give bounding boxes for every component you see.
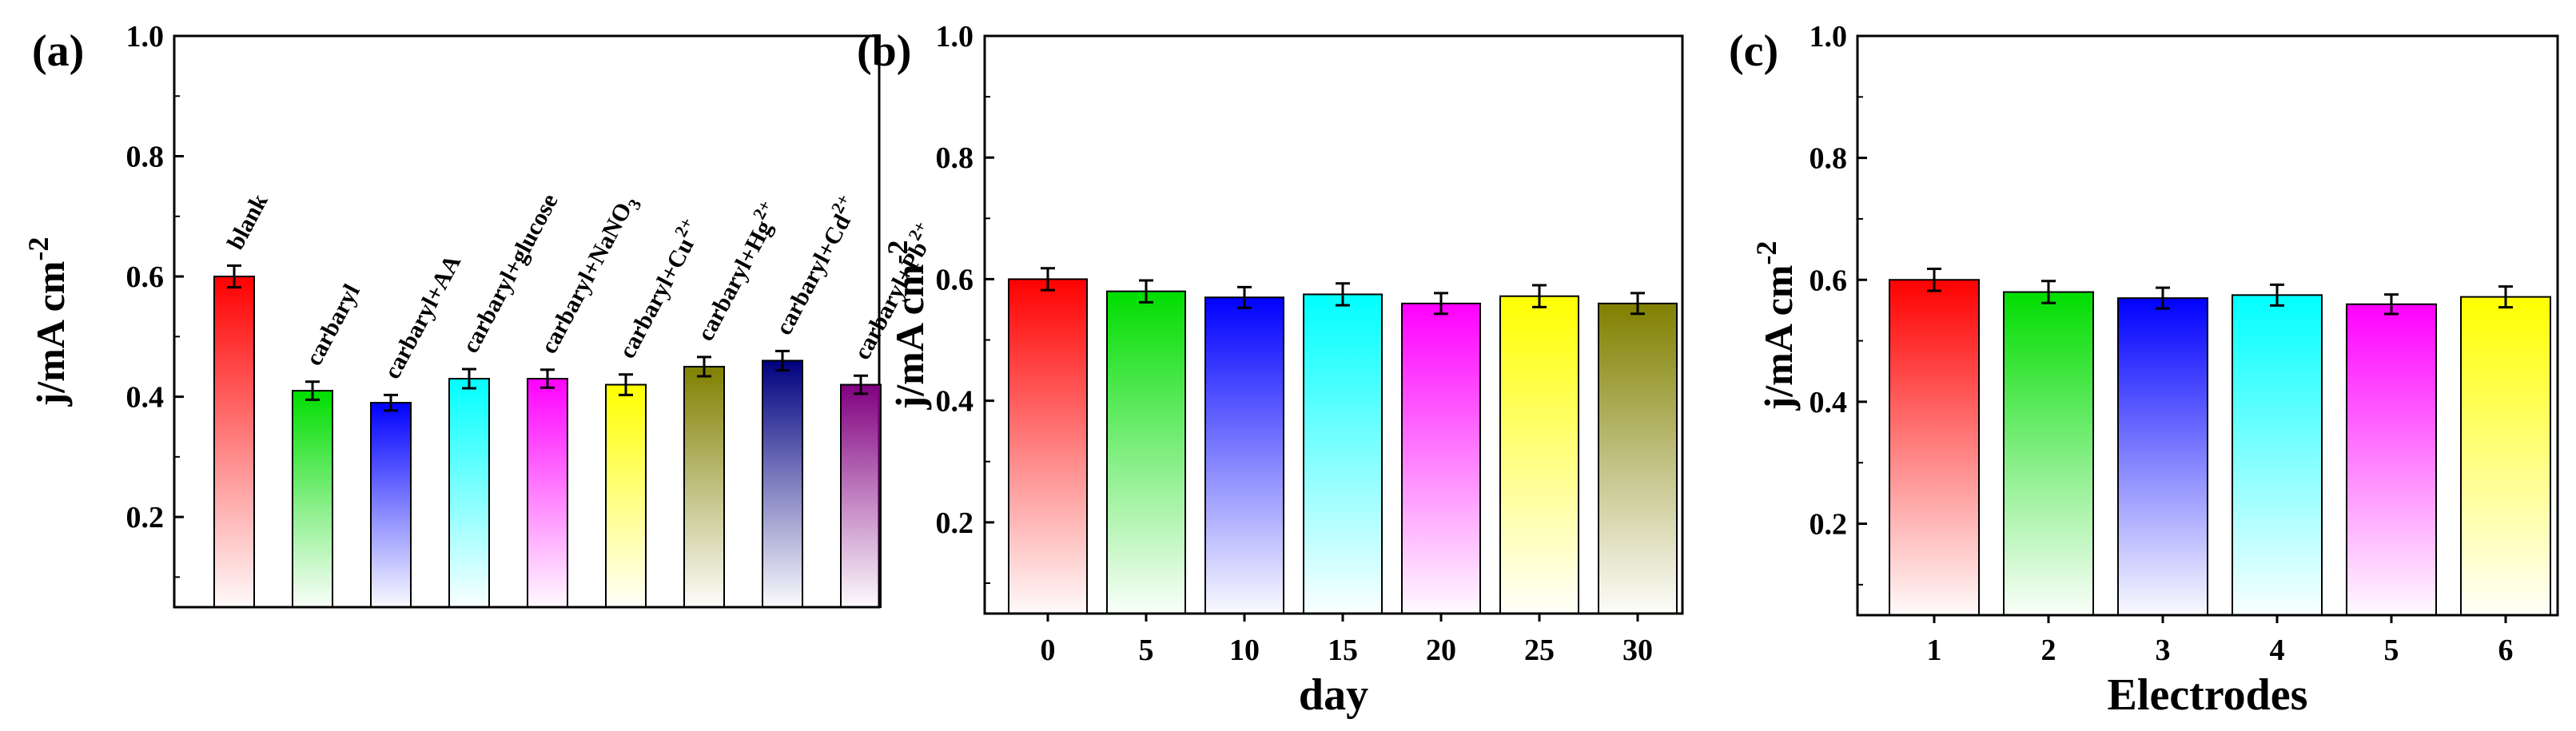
panel-a: (a)0.20.40.60.81.0j/mA cm-2 blankcarbaryl… [22,20,933,609]
x-tick-label: 0 [1041,634,1056,667]
panel-label: (c) [1729,26,1778,76]
bar [2232,294,2323,616]
panel-b: (b) 0.2 0.4 0.6 0.8 1.0 j/mA cm-2 day 0 5 10 15 20 25… [857,20,1684,720]
bar [1008,278,1088,614]
bar-label: carbaryl [301,280,365,370]
panel-c: (c) 0.2 0.4 0.6 0.8 1.0 j/mA cm-2 Electrodes 1 2 3… [1729,20,2559,720]
y-tick-label: 0.4 [936,385,974,419]
bar [292,390,333,608]
x-tick-label: 25 [1524,634,1555,667]
bar [683,365,725,608]
x-tick-label: 20 [1426,634,1456,667]
y-tick-label: 0.2 [126,501,165,534]
y-axis-label: j/mA cm-2 [882,240,932,411]
bar [605,383,647,608]
y-axis-label-main: j/mA cm [28,261,73,407]
panel-label: (b) [857,26,911,76]
bar [1889,279,1980,616]
bar [527,378,568,608]
x-tick-label: 30 [1622,634,1653,667]
x-axis-label: Electrodes [2108,670,2308,720]
bar-label: carbaryl+Cd2+ [765,191,865,340]
x-tick-label: 1 [1927,634,1942,667]
y-axis-label-sup: -2 [22,237,54,261]
bar [1106,290,1186,614]
bar-label: carbaryl+AA [379,250,466,383]
bar [762,360,803,608]
bar-label-text: carbaryl+Cu [614,233,699,363]
bar [448,378,490,608]
x-axis-label: day [1299,670,1368,720]
bar [370,402,412,608]
bar [2460,296,2551,616]
x-tick-label: 15 [1328,634,1358,667]
x-tick-label: 2 [2041,634,2056,667]
x-tick-label: 3 [2156,634,2171,667]
y-tick-label: 0.2 [936,507,974,540]
x-tick-label: 10 [1229,634,1260,667]
y-axis-label-main: j/mA cm [887,264,932,411]
y-tick-label: 0.6 [126,260,165,294]
y-tick-label: 0.2 [1810,508,1848,542]
y-tick-label: 1.0 [126,20,165,54]
x-tick-label: 5 [2384,634,2399,667]
y-axis-label-main: j/mA cm [1756,265,1801,411]
x-tick-label: 5 [1139,634,1154,667]
bar [2003,291,2094,616]
y-tick-label: 0.6 [1810,264,1848,297]
y-axis-label-sup: -2 [1750,241,1782,265]
bar-label: blank [222,189,273,254]
bar [1499,295,1579,614]
bar [840,383,882,608]
y-tick-label: 0.8 [1810,142,1848,176]
bar-label-text: carbaryl [301,280,365,370]
bar [213,276,255,608]
y-axis-label: j/mA cm-2 [22,237,73,407]
bar-label: carbaryl+Hg2+ [687,197,786,345]
y-tick-label: 0.8 [126,141,165,174]
bar [1401,302,1481,614]
bar-label-text: carbaryl+Cd [770,210,856,340]
y-tick-label: 0.8 [936,141,974,175]
y-tick-label: 1.0 [1810,20,1848,54]
y-tick-label: 0.4 [1810,386,1848,419]
bar-label-text: blank [222,189,273,254]
y-axis-label: j/mA cm-2 [1750,241,1801,411]
bar [1204,296,1284,614]
x-tick-label: 4 [2270,634,2285,667]
y-tick-label: 0.6 [936,263,974,296]
bar-label-text: carbaryl+Hg [692,217,778,346]
bar [1598,302,1678,614]
panel-label: (a) [32,26,84,76]
y-tick-label: 1.0 [936,20,974,54]
y-tick-label: 0.4 [126,381,165,415]
x-tick-label: 6 [2498,634,2514,667]
bar [1303,293,1383,614]
bar [2117,297,2208,616]
bar [2346,303,2437,616]
y-axis-label-sup: -2 [882,240,914,264]
bar-label-text: carbaryl+AA [379,250,466,383]
